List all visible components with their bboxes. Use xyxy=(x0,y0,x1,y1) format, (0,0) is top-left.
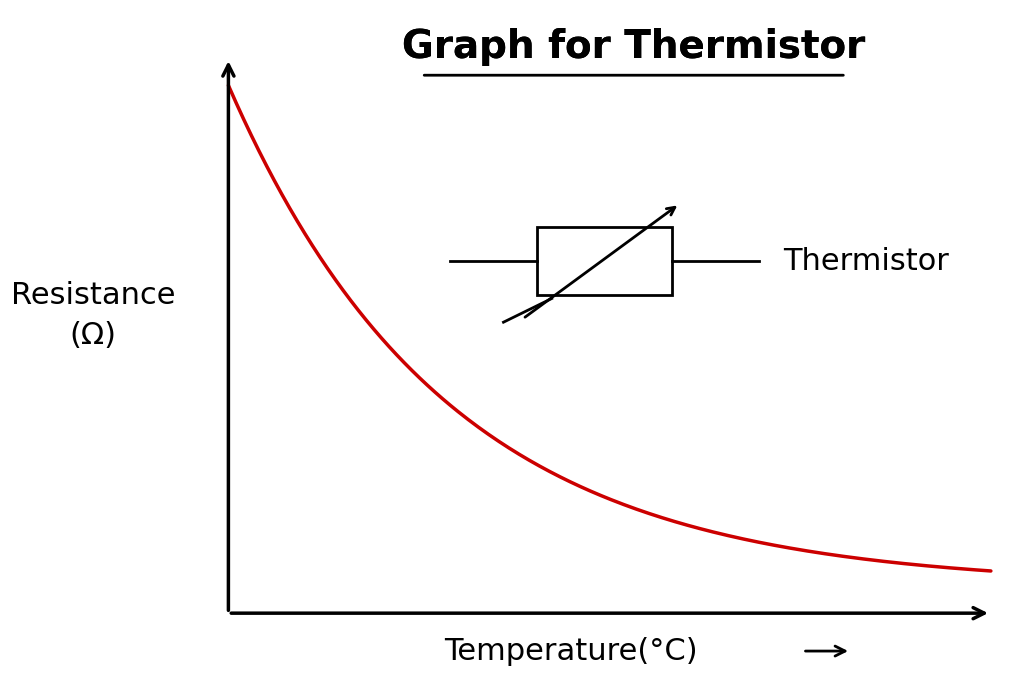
Bar xyxy=(538,227,673,295)
Text: Graph for Thermistor: Graph for Thermistor xyxy=(402,28,865,66)
Text: Thermistor: Thermistor xyxy=(783,247,949,276)
Text: Graph for Thermistor: Graph for Thermistor xyxy=(402,28,865,66)
Text: Resistance
(Ω): Resistance (Ω) xyxy=(11,281,175,350)
Text: Temperature(°C): Temperature(°C) xyxy=(444,636,697,666)
